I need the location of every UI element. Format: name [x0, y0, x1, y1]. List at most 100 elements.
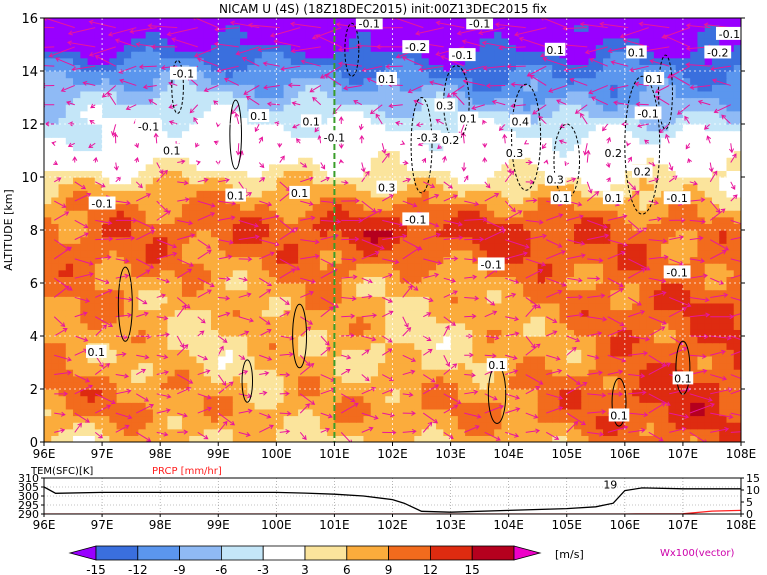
wind-cell [523, 97, 532, 105]
wind-cell [711, 355, 720, 364]
wind-cell [595, 110, 604, 118]
wind-cell [646, 349, 655, 357]
wind-cell [617, 124, 626, 132]
wind-cell [733, 336, 741, 344]
wind-cell [167, 435, 176, 442]
wind-cell [726, 110, 735, 118]
wind-cell [109, 157, 118, 165]
wind-cell [276, 157, 285, 165]
wind-cell [232, 256, 241, 264]
wind-cell [269, 177, 277, 185]
wind-cell [385, 236, 394, 244]
wind-cell [690, 269, 699, 277]
wind-cell [334, 276, 343, 284]
wind-cell [450, 408, 459, 417]
wind-cell [494, 382, 503, 390]
wind-cell [544, 355, 553, 364]
wind-cell [218, 243, 227, 251]
wind-cell [87, 309, 96, 317]
wind-cell [414, 223, 423, 231]
wind-cell [603, 389, 611, 397]
wind-cell [261, 322, 270, 330]
wind-cell [486, 157, 495, 165]
wind-cell [94, 369, 103, 377]
wind-cell [566, 395, 575, 403]
wind-cell [385, 375, 394, 383]
wind-cell [167, 408, 176, 417]
wind-cell [428, 322, 437, 330]
wind-cell [145, 157, 154, 165]
wind-cell [407, 177, 415, 185]
wind-cell [421, 422, 430, 430]
wind-cell [407, 243, 415, 251]
wind-cell [145, 389, 154, 397]
wind-cell [87, 329, 96, 337]
wind-cell [733, 355, 741, 364]
wind-cell [646, 263, 655, 271]
wind-cell [653, 395, 662, 403]
wind-cell [501, 203, 510, 211]
wind-cell [58, 283, 67, 291]
wind-cell [240, 150, 248, 158]
wind-cell [334, 415, 343, 423]
wind-cell [80, 355, 89, 364]
wind-cell [319, 283, 328, 291]
wind-cell [44, 236, 52, 244]
wind-cell [203, 236, 212, 244]
wind-cell [588, 143, 597, 152]
wind-cell [240, 130, 248, 138]
wind-cell [523, 137, 532, 145]
wind-cell [617, 336, 626, 344]
wind-cell [385, 157, 394, 165]
wind-cell [704, 276, 713, 284]
wind-cell [210, 177, 219, 185]
wind-cell [44, 163, 52, 171]
wind-cell [537, 395, 546, 403]
wind-cell [160, 402, 169, 410]
wind-cell [566, 355, 575, 364]
wind-cell [515, 375, 524, 383]
wind-cell [116, 382, 125, 390]
wind-cell [719, 408, 728, 417]
wind-cell [675, 137, 684, 145]
wind-cell [283, 150, 292, 158]
wind-cell [559, 130, 568, 138]
wind-cell [704, 97, 713, 105]
wind-cell [588, 342, 597, 350]
wind-cell [552, 256, 561, 264]
wind-cell [414, 157, 423, 165]
wind-cell [639, 362, 648, 370]
wind-cell [341, 190, 350, 198]
wind-cell [203, 296, 212, 304]
wind-cell [160, 183, 169, 191]
wind-cell [145, 382, 154, 390]
wind-cell [479, 369, 488, 377]
wind-cell [661, 402, 669, 410]
wind-cell [225, 435, 234, 442]
wind-cell [603, 296, 611, 304]
wind-cell [574, 249, 582, 258]
wind-cell [632, 236, 640, 244]
wind-cell [675, 223, 684, 231]
wind-cell [283, 130, 292, 138]
wind-cell [566, 382, 575, 390]
wind-cell [131, 110, 139, 118]
wind-cell [704, 150, 713, 158]
wind-cell [94, 435, 103, 442]
wind-cell [116, 349, 125, 357]
wind-cell [210, 362, 219, 370]
wind-cell [428, 276, 437, 284]
wind-cell [472, 230, 481, 238]
wind-cell [508, 435, 517, 442]
wind-cell [145, 249, 154, 258]
wind-cell [632, 395, 640, 403]
wind-cell [661, 110, 669, 118]
wind-cell [65, 402, 74, 410]
wind-cell [603, 236, 611, 244]
wind-cell [334, 243, 343, 251]
wind-cell [58, 375, 67, 383]
wind-cell [298, 355, 306, 364]
wind-cell [44, 342, 52, 350]
wind-cell [102, 177, 110, 185]
wind-cell [160, 249, 169, 258]
